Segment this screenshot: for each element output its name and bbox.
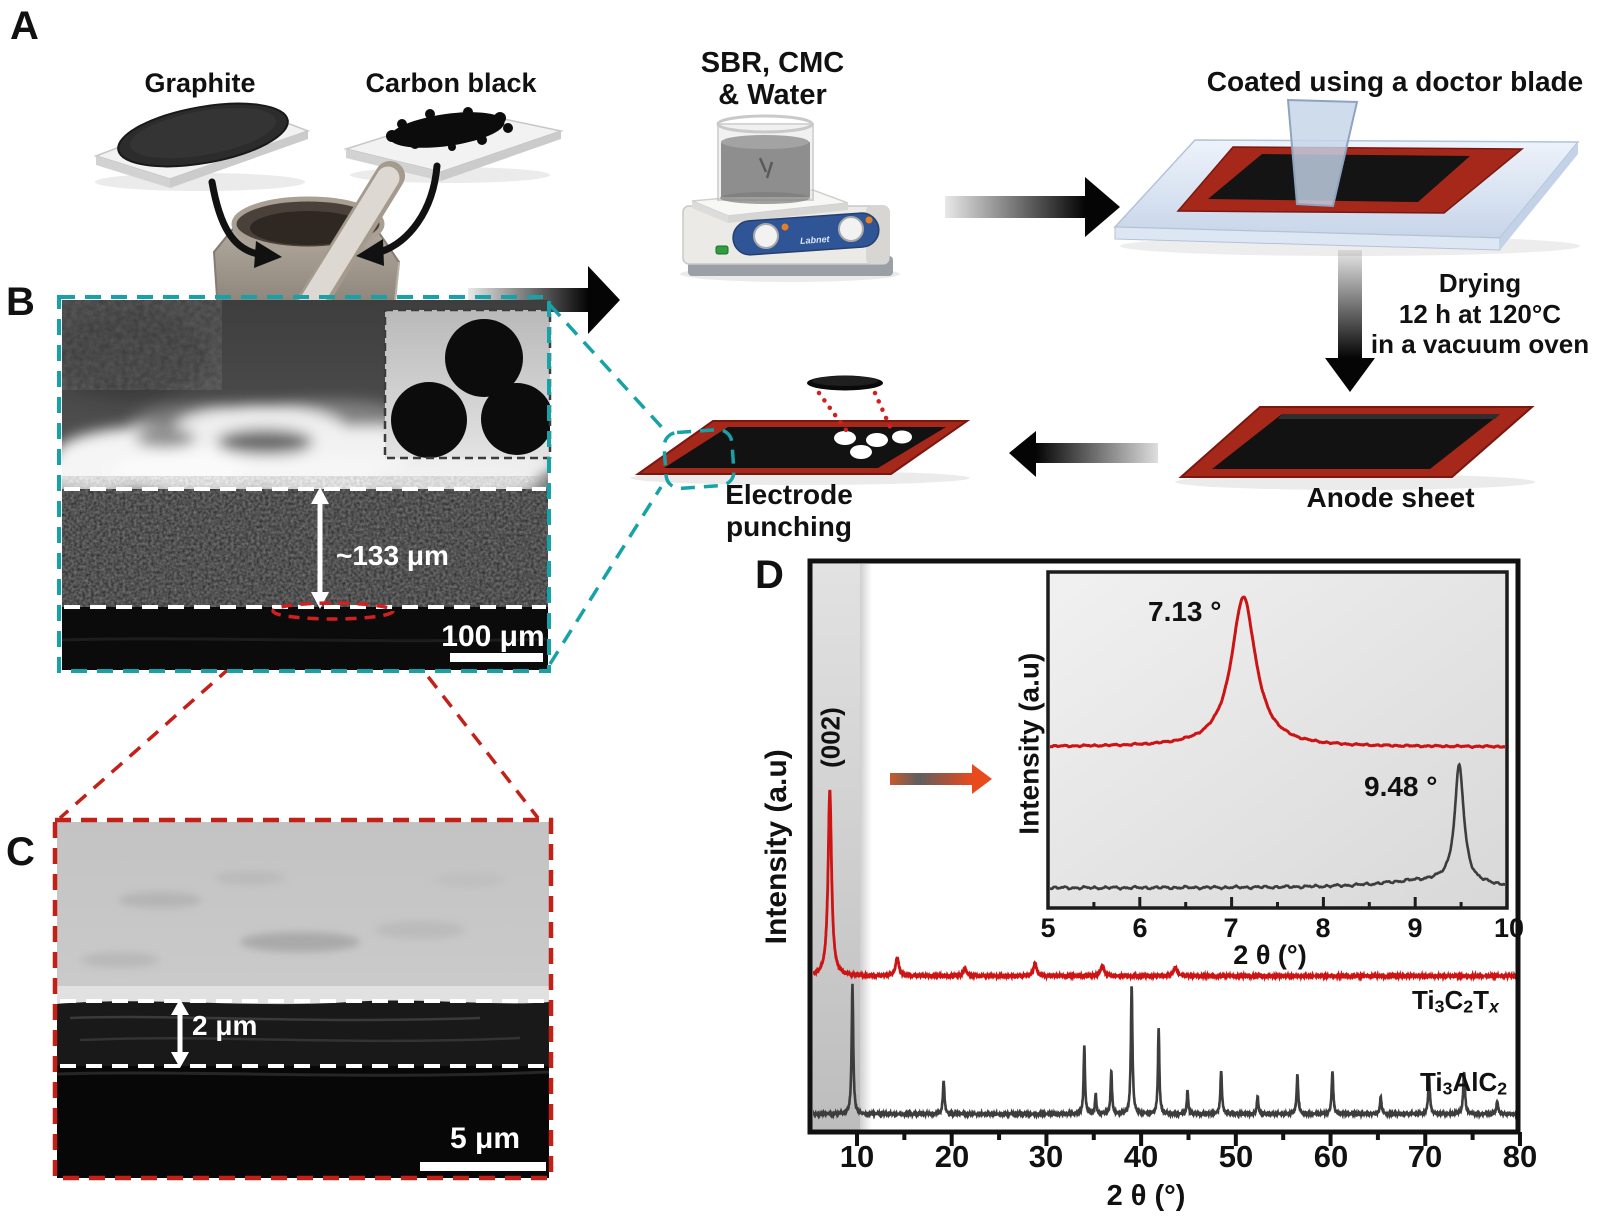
xrd-chart bbox=[807, 558, 1522, 1146]
process-arrow-to-punching bbox=[1009, 431, 1158, 477]
scalebar-label-b: 100 μm bbox=[441, 620, 545, 653]
xrd-x-ticks bbox=[855, 1132, 1522, 1146]
x-tick-label: 50 bbox=[1218, 1139, 1254, 1174]
sem-b-annotations bbox=[64, 487, 546, 662]
x-tick-label: 10 bbox=[839, 1139, 875, 1174]
beaker bbox=[716, 114, 814, 204]
doctor-blade bbox=[1286, 98, 1359, 208]
x-tick-label: 30 bbox=[1028, 1139, 1064, 1174]
inset-peak-label-red: 7.13 ° bbox=[1148, 596, 1222, 627]
scalebar-b bbox=[450, 653, 543, 662]
coating-label: Coated using a doctor blade bbox=[1206, 66, 1584, 97]
process-arrow-drying bbox=[1325, 250, 1375, 392]
inset-ylabel: Intensity (a.u) bbox=[1013, 652, 1045, 835]
pour-arrow-right bbox=[356, 162, 441, 266]
panel-label-c: C bbox=[6, 830, 35, 874]
inset-tick-label: 5 bbox=[1040, 913, 1056, 943]
carbon-black-powder bbox=[386, 107, 513, 151]
inset-curve-ti3alc2 bbox=[1050, 762, 1505, 891]
x-tick-label: 20 bbox=[934, 1139, 970, 1174]
pour-arrow-left bbox=[208, 178, 282, 268]
xrd-curve-ti3c2tx bbox=[813, 789, 1516, 983]
magnetic-stirrer bbox=[680, 114, 900, 282]
inset-tick-label: 7 bbox=[1223, 913, 1239, 943]
graphite-tray bbox=[93, 102, 311, 191]
punched-holes bbox=[834, 430, 912, 459]
slurry-label: SBR, CMC & Water bbox=[700, 47, 845, 112]
series-label-ti3c2tx: Ti3C2Tx bbox=[1412, 985, 1499, 1017]
doctor-blade-station bbox=[1113, 98, 1580, 256]
inset-pointer-arrow bbox=[890, 764, 992, 794]
panel-label-a: A bbox=[10, 4, 39, 48]
carbon-black-label: Carbon black bbox=[365, 68, 537, 98]
panel-label-d: D bbox=[755, 553, 784, 597]
teal-connector-lines bbox=[548, 303, 669, 665]
sem-b-inset-discs bbox=[383, 308, 552, 460]
panel-c-border bbox=[52, 817, 554, 1181]
thickness-label-c: 2 μm bbox=[192, 1010, 258, 1041]
sem-c-annotations bbox=[60, 999, 546, 1171]
thickness-label-b: ~133 μm bbox=[336, 540, 449, 571]
stirrer-knob-right bbox=[838, 216, 864, 242]
inset-tick-label: 10 bbox=[1493, 913, 1525, 943]
xrd-inset bbox=[1046, 570, 1509, 910]
series-label-ti3alc2: Ti3AlC2 bbox=[1420, 1067, 1508, 1099]
stirrer-power-button bbox=[715, 245, 729, 255]
inset-tick-label: 9 bbox=[1407, 913, 1423, 943]
electrode-punching-label: Electrode punching bbox=[725, 479, 853, 543]
x-tick-label: 40 bbox=[1123, 1139, 1159, 1174]
inset-tick-label: 6 bbox=[1132, 913, 1148, 943]
panel-b-border bbox=[57, 295, 551, 673]
scalebar-label-c: 5 μm bbox=[449, 1122, 521, 1155]
zoom-region-box bbox=[662, 427, 736, 491]
inset-peak-label-gray: 9.48 ° bbox=[1364, 771, 1438, 802]
layer-boundary-lines-b bbox=[64, 487, 546, 609]
inset-xlabel: 2 θ (°) bbox=[1233, 940, 1307, 970]
layer-boundary-lines-c bbox=[60, 999, 546, 1068]
x-tick-label: 70 bbox=[1407, 1139, 1443, 1174]
inset-tick-label: 8 bbox=[1315, 913, 1331, 943]
drying-label: Drying 12 h at 120°C in a vacuum oven bbox=[1370, 268, 1590, 360]
panel-label-b: B bbox=[6, 280, 35, 324]
graphite-label: Graphite bbox=[144, 68, 256, 98]
inset-x-ticks bbox=[1046, 897, 1509, 908]
inset-curve-ti3c2tx bbox=[1050, 595, 1505, 749]
xrd-xlabel: 2 θ (°) bbox=[1106, 1180, 1186, 1212]
scalebar-c bbox=[420, 1162, 546, 1171]
x-tick-label: 60 bbox=[1313, 1139, 1349, 1174]
xrd-hkl-label: (002) bbox=[815, 707, 846, 768]
sem-image-c bbox=[57, 822, 549, 1178]
stirrer-brand-label: Labnet bbox=[799, 233, 830, 247]
zoom-ellipse-red bbox=[271, 601, 395, 621]
carbon-black-tray bbox=[343, 107, 564, 183]
anode-sheet-label: Anode sheet bbox=[1306, 482, 1475, 513]
anode-sheet bbox=[1175, 406, 1535, 490]
process-arrow-2 bbox=[945, 177, 1120, 237]
punch-dotted-lines bbox=[816, 390, 894, 433]
stirrer-knob-left bbox=[753, 223, 779, 249]
electrode-punching-sheet bbox=[630, 375, 971, 491]
x-tick-label: 80 bbox=[1502, 1139, 1538, 1174]
xrd-ylabel: Intensity (a.u) bbox=[760, 749, 794, 945]
xrd-curve-ti3alc2 bbox=[813, 983, 1516, 1121]
xrd-frame bbox=[807, 558, 1521, 1135]
